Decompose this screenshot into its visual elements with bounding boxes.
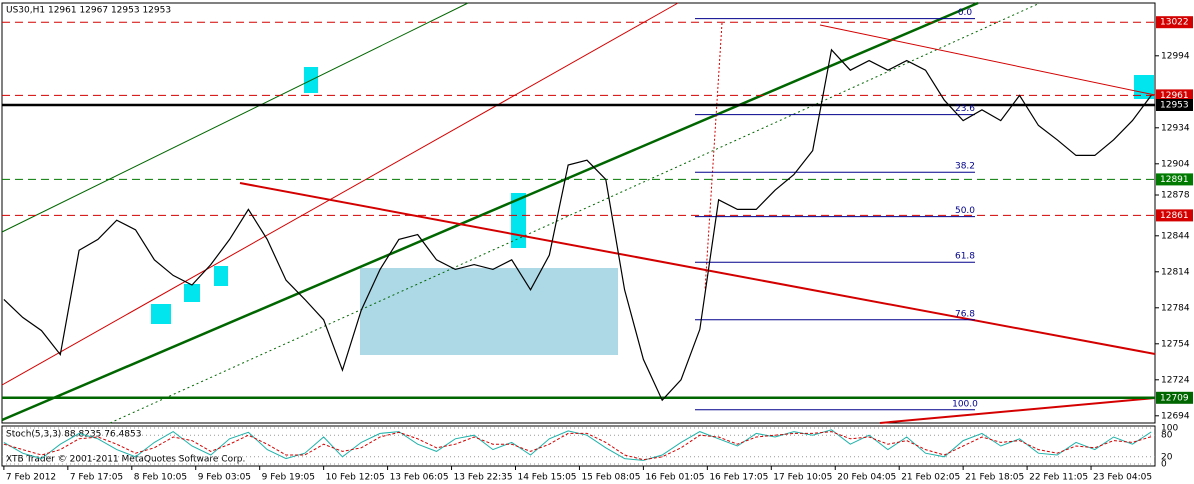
fibo-label: 23.6: [955, 104, 975, 114]
level-box: [1156, 16, 1193, 29]
trendline: [1, 1, 979, 422]
y-tick-label: 12694: [1161, 411, 1190, 421]
x-tick-label: 14 Feb 15:05: [517, 473, 576, 483]
marker: [214, 266, 228, 286]
trendline: [109, 2, 1041, 424]
y-tick-label: 12814: [1161, 267, 1190, 277]
x-tick-label: 10 Feb 12:05: [326, 473, 385, 483]
level-label: 12953: [1160, 101, 1189, 111]
y-tick-label: 12844: [1161, 231, 1190, 241]
trendline: [879, 397, 1156, 424]
x-tick-label: 9 Feb 03:05: [198, 473, 251, 483]
x-tick-label: 16 Feb 17:05: [709, 473, 768, 483]
x-tick-label: 13 Feb 06:05: [390, 473, 449, 483]
stoch-tick-label: 80: [1161, 431, 1173, 441]
fibo-label: 61.8: [955, 252, 975, 262]
y-tick-label: 12754: [1161, 339, 1190, 349]
level-box: [1156, 209, 1193, 222]
stoch-tick-label: 0: [1161, 460, 1167, 470]
x-tick-label: 9 Feb 19:05: [262, 473, 315, 483]
x-tick-label: 21 Feb 18:05: [965, 473, 1024, 483]
stoch-line: [3, 431, 1152, 461]
level-label: 13022: [1160, 18, 1189, 28]
level-label: 12961: [1160, 91, 1189, 101]
trendline: [239, 182, 1156, 355]
y-tick-label: 12724: [1161, 375, 1190, 385]
x-tick-label: 16 Feb 01:05: [645, 473, 704, 483]
marker: [1134, 75, 1154, 99]
chart-title: US30,H1 12961 12967 12953 12953: [6, 6, 171, 16]
marker: [184, 284, 200, 302]
main-panel: [1, 2, 1156, 424]
fibo-base: [704, 22, 723, 291]
footer: XTB Trader © 2001-2011 MetaQuotes Softwa…: [6, 455, 245, 465]
stoch-tick-label: 20: [1161, 452, 1173, 462]
x-tick-label: 15 Feb 08:05: [581, 473, 640, 483]
x-tick-label: 8 Feb 10:05: [134, 473, 187, 483]
x-tick-label: 17 Feb 10:05: [773, 473, 832, 483]
level-label: 12891: [1160, 175, 1189, 185]
x-tick-label: 13 Feb 22:35: [454, 473, 513, 483]
stoch-panel: [1, 425, 1156, 467]
y-tick-label: 12784: [1161, 303, 1190, 313]
fibo-label: 100.0: [952, 399, 978, 409]
marker: [151, 304, 171, 324]
level-box: [1156, 173, 1193, 186]
fibo-label: 76.8: [955, 309, 975, 319]
drawings: [1, 1, 1156, 424]
x-tick-label: 7 Feb 2012: [6, 473, 56, 483]
y-tick-label: 12904: [1161, 159, 1190, 169]
x-tick-label: 20 Feb 04:05: [837, 473, 896, 483]
y-tick-label: 12878: [1161, 191, 1190, 201]
level-box: [1156, 99, 1193, 111]
x-tick-label: 7 Feb 17:05: [70, 473, 123, 483]
trendline: [819, 24, 1156, 96]
y-tick-label: 12994: [1161, 51, 1190, 61]
x-tick-label: 21 Feb 02:05: [901, 473, 960, 483]
fibo-label: 0.0: [958, 8, 973, 18]
level-box: [1156, 391, 1193, 404]
fibo-label: 50.0: [955, 206, 975, 216]
level-label: 12709: [1160, 393, 1189, 403]
trendline: [1, 2, 679, 386]
stoch-tick-label: 100: [1161, 424, 1178, 434]
y-tick-label: 12934: [1161, 123, 1190, 133]
level-box: [1156, 89, 1193, 102]
zone: [360, 268, 618, 355]
x-tick-label: 22 Feb 11:05: [1029, 473, 1088, 483]
trendline: [1, 2, 469, 233]
price-line: [3, 48, 1152, 402]
fibo-label: 38.2: [955, 162, 975, 172]
x-tick-label: 23 Feb 04:05: [1093, 473, 1152, 483]
level-label: 12861: [1160, 211, 1189, 221]
indicator-title: Stoch(5,3,3) 88.8235 76.4853: [6, 430, 141, 440]
